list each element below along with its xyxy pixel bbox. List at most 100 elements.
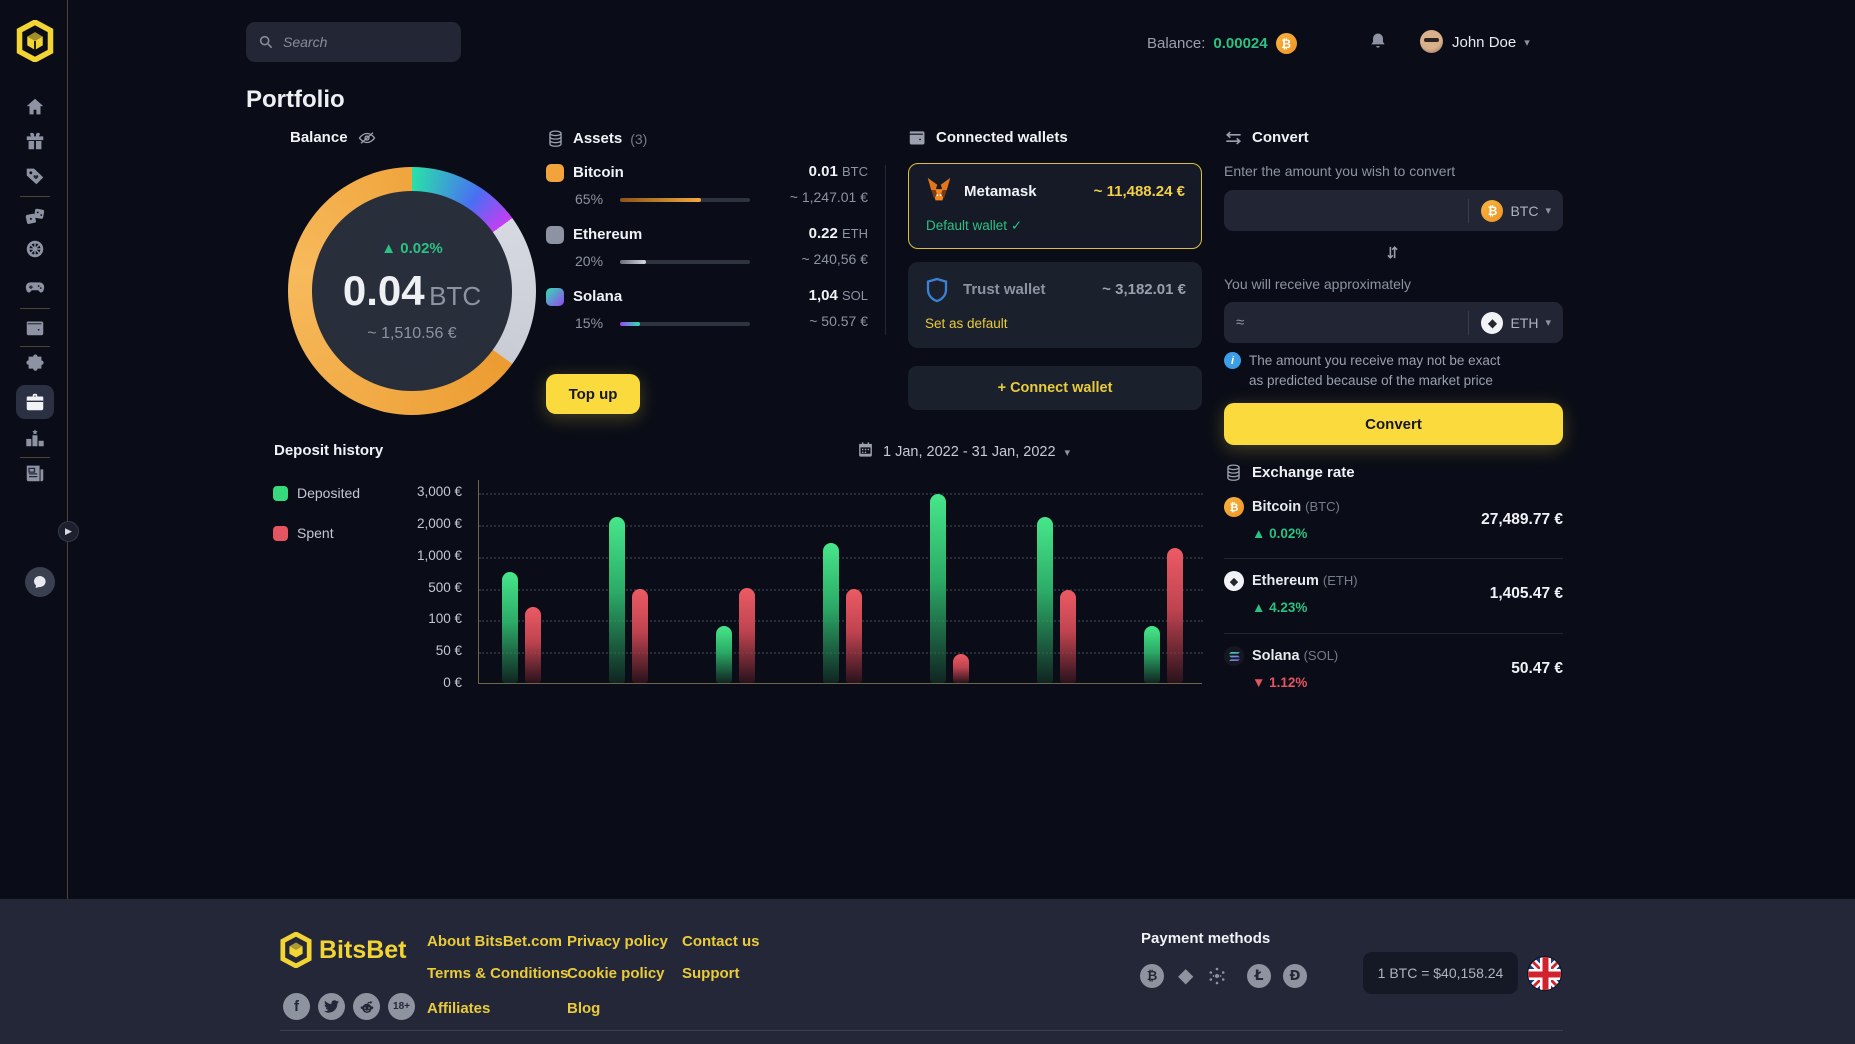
wallet-value: ~ 3,182.01 €: [1102, 281, 1186, 298]
search-input-wrapper[interactable]: [246, 22, 461, 62]
sidebar-item-promotions-icon[interactable]: [24, 165, 46, 187]
balance-donut-center: ▲ 0.02% 0.04 BTC ~ 1,510.56 €: [312, 191, 512, 391]
chart-bar-spent: [632, 589, 648, 683]
wallet-card-trust[interactable]: Trust wallet ~ 3,182.01 € Set as default: [908, 262, 1202, 348]
chart-bar-spent: [739, 587, 755, 683]
balance-fiat: ~ 1,510.56 €: [367, 324, 457, 342]
reddit-icon[interactable]: [353, 993, 380, 1020]
chart-gridline: [479, 652, 1203, 655]
chart-y-tick: 50 €: [435, 643, 462, 659]
convert-from-input[interactable]: [1224, 202, 1469, 219]
sidebar-separator: [20, 457, 50, 458]
balance-donut-chart: ▲ 0.02% 0.04 BTC ~ 1,510.56 €: [288, 167, 536, 415]
brand-name: BitsBet: [319, 935, 407, 964]
payment-dogecoin-icon: Ð: [1283, 964, 1307, 988]
btc-coin-icon: ₿: [1481, 199, 1504, 222]
user-avatar[interactable]: [1420, 30, 1443, 53]
play-icon: ▶: [65, 526, 72, 536]
footer-brand[interactable]: BitsBet: [280, 932, 407, 968]
chart-bar-deposited: [609, 517, 625, 683]
chart-bar-deposited: [1144, 625, 1160, 683]
sidebar-separator: [20, 346, 50, 347]
language-flag-uk[interactable]: [1527, 956, 1562, 991]
user-menu[interactable]: John Doe ▾: [1452, 34, 1530, 51]
sidebar-item-home-icon[interactable]: [24, 96, 46, 118]
sidebar-expand-button[interactable]: ▶: [58, 521, 79, 542]
sidebar-item-integrations-icon[interactable]: [24, 353, 46, 375]
chart-gridline: [479, 588, 1203, 591]
chart-y-tick: 2,000 €: [416, 515, 462, 531]
column-divider: [885, 165, 886, 335]
set-default-link[interactable]: Set as default: [925, 316, 1008, 331]
convert-to-input[interactable]: [1224, 314, 1469, 331]
chevron-down-icon: ▾: [1545, 205, 1551, 217]
sidebar-item-wallet-icon[interactable]: [24, 316, 46, 338]
footer-link-blog[interactable]: Blog: [567, 1000, 601, 1017]
footer-link-cookie[interactable]: Cookie policy: [567, 965, 665, 982]
sidebar-item-leaderboard-icon[interactable]: [24, 427, 46, 449]
convert-to-currency-select[interactable]: ◆ ETH ▾: [1468, 310, 1563, 335]
chart-y-tick: 100 €: [428, 611, 462, 627]
metamask-fox-icon: [925, 177, 953, 208]
sidebar-item-gift-icon[interactable]: [24, 130, 46, 152]
wallet-card-metamask[interactable]: Metamask ~ 11,488.24 € Default wallet ✓: [908, 163, 1202, 249]
footer-link-terms[interactable]: Terms & Conditions: [427, 965, 569, 982]
convert-note: The amount you receive may not be exact a…: [1249, 353, 1501, 388]
chart-bar-spent: [525, 607, 541, 683]
asset-fiat: ~ 1,247.01 €: [789, 189, 868, 205]
balance-value: 0.00024: [1213, 35, 1268, 52]
top-up-button[interactable]: Top up: [546, 374, 640, 414]
chart-y-tick: 500 €: [428, 579, 462, 595]
btc-coin-icon: ₿: [1224, 497, 1244, 517]
payment-cardano-icon: [1205, 964, 1229, 993]
wallet-name: Metamask: [964, 183, 1037, 200]
footer-link-contact[interactable]: Contact us: [682, 933, 760, 950]
sidebar-item-news-icon[interactable]: [24, 462, 46, 484]
sidebar-separator: [20, 196, 50, 197]
legend-spent: Spent: [273, 525, 334, 541]
convert-button[interactable]: Convert: [1224, 403, 1563, 445]
chart-y-tick: 3,000 €: [416, 484, 462, 499]
sidebar-item-games-icon[interactable]: [24, 276, 46, 298]
calendar-icon: [857, 441, 874, 463]
balance-section-header: Balance: [290, 129, 376, 146]
eye-slash-icon[interactable]: [358, 131, 376, 145]
convert-to-field: ◆ ETH ▾: [1224, 302, 1563, 343]
swap-vertical-icon[interactable]: [1384, 244, 1401, 266]
footer-link-affiliates[interactable]: Affiliates: [427, 1000, 491, 1017]
brand-logo-icon[interactable]: [16, 19, 54, 63]
twitter-icon[interactable]: [318, 993, 345, 1020]
legend-deposited: Deposited: [273, 485, 360, 501]
asset-progress-bitcoin: [620, 198, 750, 202]
footer-link-support[interactable]: Support: [682, 965, 740, 982]
footer-link-about[interactable]: About BitsBet.com: [427, 933, 562, 950]
asset-swatch-ethereum: [546, 226, 564, 244]
chart-y-tick: 0 €: [443, 675, 462, 690]
sidebar-item-roulette-icon[interactable]: [24, 238, 46, 260]
chart-bar-deposited: [823, 542, 839, 683]
footer: BitsBet f 18+ About BitsBet.com Terms & …: [0, 899, 1855, 1044]
deposit-history-chart: 0 € 50 € 100 € 500 € 1,000 € 2,000 € 3,000 €: [390, 470, 1204, 698]
notifications-bell-icon[interactable]: [1368, 30, 1388, 57]
payment-litecoin-icon: Ł: [1247, 964, 1271, 988]
asset-name: Ethereum: [573, 226, 643, 243]
sidebar-item-dice-icon[interactable]: [24, 206, 46, 228]
payment-methods-label: Payment methods: [1141, 930, 1271, 947]
search-input[interactable]: [283, 34, 433, 50]
convert-from-currency-select[interactable]: ₿ BTC ▾: [1468, 198, 1563, 223]
connect-wallet-button[interactable]: + Connect wallet: [908, 366, 1202, 410]
chart-gridline: [479, 620, 1203, 623]
facebook-icon[interactable]: f: [283, 993, 310, 1020]
eth-coin-icon: ◆: [1481, 311, 1504, 334]
chart-bar-deposited: [502, 571, 518, 683]
chart-plot-area: [478, 480, 1203, 684]
exchange-change: ▲ 0.02%: [1252, 526, 1308, 541]
sidebar-item-portfolio-icon[interactable]: [24, 391, 46, 413]
convert-header: Convert: [1224, 129, 1309, 146]
date-range-selector[interactable]: 1 Jan, 2022 - 31 Jan, 2022 ▾: [857, 441, 1070, 463]
page-title: Portfolio: [246, 86, 345, 113]
deposit-history-title: Deposit history: [274, 442, 384, 459]
chat-button[interactable]: [25, 567, 55, 597]
footer-link-privacy[interactable]: Privacy policy: [567, 933, 668, 950]
asset-percent: 65%: [575, 191, 604, 207]
